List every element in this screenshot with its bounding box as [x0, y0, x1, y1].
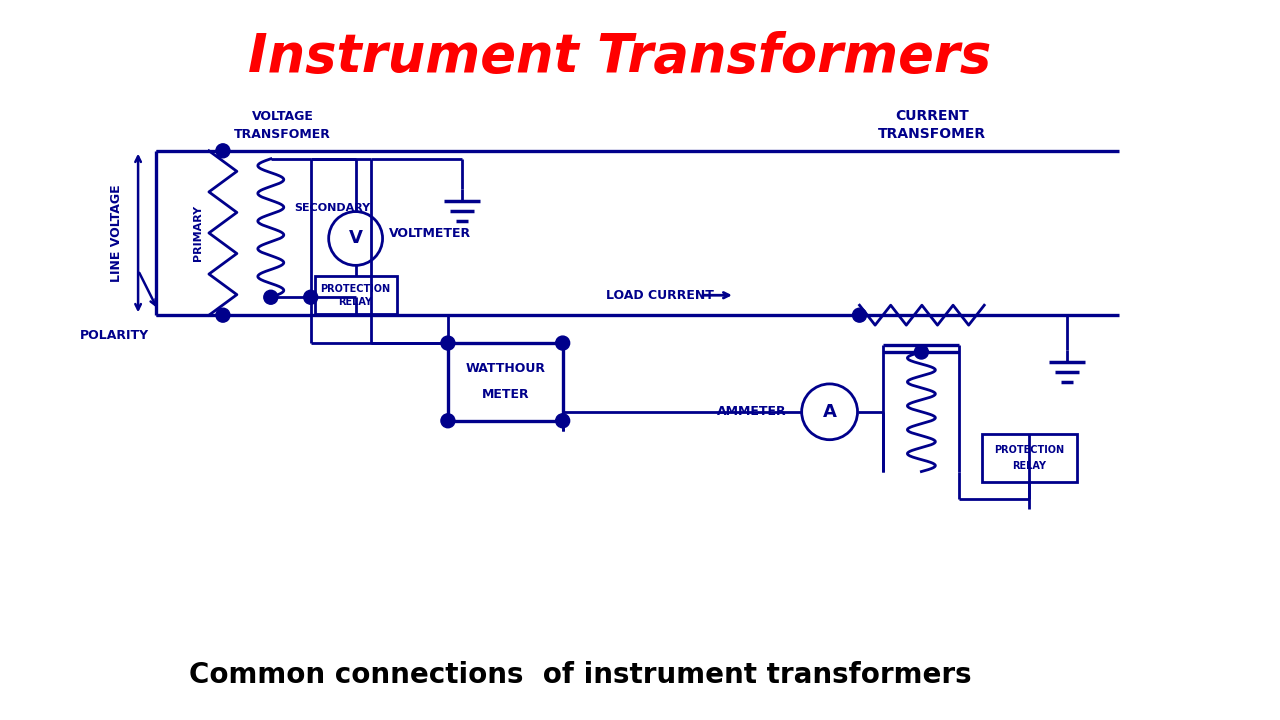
Circle shape — [264, 290, 278, 305]
Circle shape — [914, 345, 928, 359]
Circle shape — [216, 308, 230, 322]
Text: WATTHOUR: WATTHOUR — [466, 362, 545, 375]
Text: TRANSFOMER: TRANSFOMER — [234, 128, 332, 141]
Text: LINE VOLTAGE: LINE VOLTAGE — [110, 184, 123, 282]
Text: A: A — [823, 402, 837, 420]
Text: RELAY: RELAY — [339, 297, 372, 307]
Text: RELAY: RELAY — [1012, 461, 1046, 471]
Text: Instrument Transformers: Instrument Transformers — [248, 31, 992, 84]
Text: CURRENT: CURRENT — [895, 109, 969, 123]
Circle shape — [440, 336, 454, 350]
Text: TRANSFOMER: TRANSFOMER — [878, 127, 986, 141]
Circle shape — [440, 414, 454, 428]
Text: VOLTAGE: VOLTAGE — [252, 110, 314, 123]
Text: VOLTMETER: VOLTMETER — [389, 227, 471, 240]
Text: SECONDARY: SECONDARY — [294, 203, 371, 213]
Circle shape — [303, 290, 317, 305]
Bar — [448, 343, 563, 420]
Circle shape — [216, 144, 230, 158]
Bar — [315, 276, 397, 314]
Text: AMMETER: AMMETER — [717, 405, 787, 418]
Text: PRIMARY: PRIMARY — [193, 205, 204, 261]
Text: V: V — [348, 230, 362, 248]
Circle shape — [852, 308, 867, 322]
Text: METER: METER — [481, 388, 529, 401]
Circle shape — [556, 414, 570, 428]
Text: PROTECTION: PROTECTION — [320, 284, 390, 294]
Circle shape — [556, 336, 570, 350]
Text: Common connections  of instrument transformers: Common connections of instrument transfo… — [189, 661, 972, 689]
Text: PROTECTION: PROTECTION — [995, 445, 1064, 454]
Bar — [982, 433, 1076, 482]
Text: LOAD CURRENT: LOAD CURRENT — [605, 289, 714, 302]
Text: POLARITY: POLARITY — [79, 328, 148, 341]
